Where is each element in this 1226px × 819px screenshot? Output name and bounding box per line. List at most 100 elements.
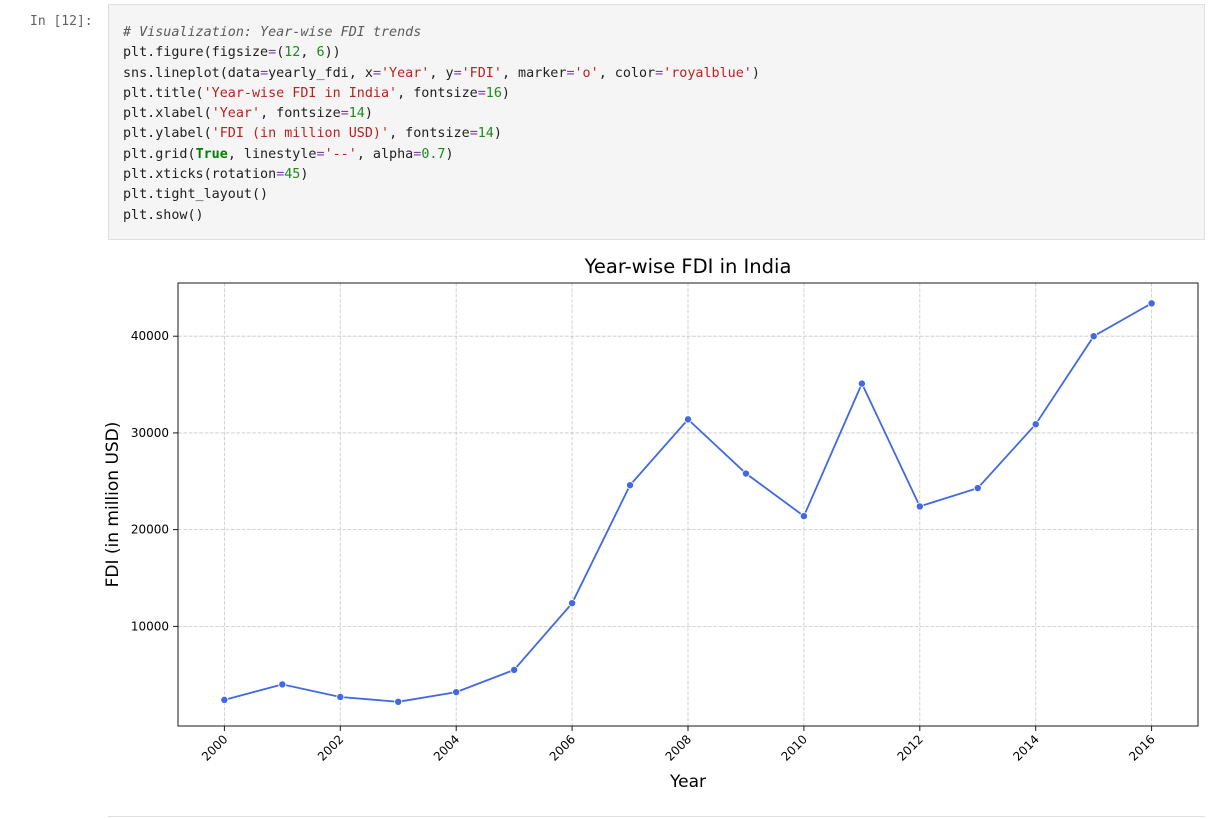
cell-output: 2000 2002 2004 2006 2008 2010 2012 2014 2016 1000… [0, 244, 1226, 819]
code-token: , linestyle [227, 146, 317, 162]
fdi-data-point [684, 415, 693, 424]
code-line: plt.grid(True, linestyle='--', alpha=0.7… [123, 147, 454, 162]
code-line: plt.tight_layout() [123, 187, 268, 202]
code-line: plt.xticks(rotation=45) [123, 167, 308, 182]
y-tick-label: 10000 [131, 619, 169, 633]
code-token: True [195, 146, 228, 162]
code-token: 'Year' [381, 65, 430, 81]
fdi-data-point [799, 512, 808, 521]
code-token: plt.figure(figsize [123, 45, 269, 61]
code-token: , fontsize [389, 126, 470, 142]
output-divider [108, 816, 1205, 817]
code-token: )) [324, 45, 341, 61]
code-line: sns.lineplot(data=yearly_fdi, x='Year', … [123, 66, 760, 81]
code-token: yearly_fdi, x [268, 65, 373, 81]
code-token: ) [493, 126, 502, 142]
x-tick-label: 2006 [547, 732, 578, 763]
code-token: = [340, 106, 349, 122]
code-token: sns.lineplot(data [123, 65, 261, 81]
x-tick-label: 2012 [894, 732, 925, 763]
cell-prompt: In [12]: [30, 14, 93, 29]
fdi-data-point [568, 599, 577, 608]
x-tick-label: 2000 [199, 732, 230, 763]
code-token: 'FDI (in million USD)' [211, 126, 390, 142]
code-token: , fontsize [260, 106, 341, 122]
code-token: = [276, 167, 285, 183]
code-token: 0.7 [421, 146, 446, 162]
code-token: = [268, 45, 277, 61]
code-line: # Visualization: Year-wise FDI trends [123, 25, 421, 40]
code-token: , color [598, 65, 656, 81]
code-token: 45 [284, 167, 301, 183]
code-token: 'royalblue' [663, 65, 752, 81]
code-token: 6 [316, 45, 325, 61]
code-token: plt.grid( [123, 146, 196, 162]
fdi-data-point [510, 665, 519, 674]
fdi-data-point [452, 688, 461, 697]
x-tick-label: 2010 [779, 732, 810, 763]
code-token: plt.xlabel( [123, 106, 212, 122]
code-token: plt.show() [123, 207, 204, 223]
code-token: , fontsize [397, 85, 478, 101]
code-token: plt.ylabel( [123, 126, 212, 142]
fdi-data-point [626, 481, 635, 490]
code-token: 16 [485, 85, 502, 101]
fdi-data-point [915, 502, 924, 511]
code-token: = [453, 65, 462, 81]
x-tick-label: 2004 [431, 732, 462, 763]
fdi-data-point [857, 379, 866, 388]
code-token: # Visualization: Year-wise FDI trends [123, 25, 422, 40]
x-axis-label: Year [669, 772, 706, 792]
code-token: 12 [284, 45, 301, 61]
code-line: plt.figure(figsize=(12, 6)) [123, 45, 341, 60]
code-line: plt.ylabel('FDI (in million USD)', fonts… [123, 126, 502, 141]
fdi-data-point [973, 484, 982, 493]
code-cell[interactable]: # Visualization: Year-wise FDI trends pl… [108, 4, 1205, 240]
code-token: , [300, 45, 317, 61]
y-tick-label: 20000 [131, 523, 169, 537]
code-token: , alpha [356, 146, 414, 162]
code-token: , y [429, 65, 454, 81]
code-token: plt.title( [123, 85, 204, 101]
code-token: ) [300, 167, 309, 183]
code-token: = [260, 65, 269, 81]
x-tick-label: 2016 [1126, 732, 1157, 763]
code-editor[interactable]: # Visualization: Year-wise FDI trends pl… [123, 23, 760, 226]
code-token: 'o' [574, 65, 599, 81]
code-token: = [477, 85, 486, 101]
code-token: = [372, 65, 381, 81]
y-axis-label: FDI (in million USD) [103, 422, 123, 588]
x-tick-label: 2008 [663, 732, 694, 763]
code-token: 'Year-wise FDI in India' [203, 85, 398, 101]
code-token: = [469, 126, 478, 142]
code-token: = [413, 146, 422, 162]
fdi-data-point [336, 692, 345, 701]
fdi-data-point [1147, 299, 1156, 308]
code-token: , marker [501, 65, 567, 81]
code-line: plt.xlabel('Year', fontsize=14) [123, 106, 373, 121]
code-token: 14 [477, 126, 494, 142]
code-token: plt.xticks(rotation [123, 167, 277, 183]
y-tick-label: 40000 [131, 329, 169, 343]
fdi-data-point [741, 469, 750, 478]
fdi-data-point [1031, 420, 1040, 429]
y-tick-label: 30000 [131, 426, 169, 440]
code-line: plt.show() [123, 208, 204, 223]
code-token: 'Year' [211, 106, 261, 122]
code-token: 'FDI' [461, 65, 502, 81]
code-token: = [566, 65, 575, 81]
fdi-data-point [1089, 332, 1098, 341]
code-token: ) [364, 106, 373, 122]
code-line: plt.title('Year-wise FDI in India', font… [123, 86, 510, 101]
code-token: ( [276, 45, 285, 61]
code-token: plt.tight_layout() [123, 187, 269, 203]
code-token: = [655, 65, 664, 81]
x-tick-label: 2014 [1010, 732, 1041, 763]
code-token: = [316, 146, 325, 162]
fdi-data-point [220, 695, 229, 704]
x-tick-label: 2002 [315, 732, 346, 763]
code-token: ) [751, 65, 760, 81]
fdi-data-point [278, 680, 287, 689]
chart-title: Year-wise FDI in India [584, 255, 792, 278]
code-token: ) [445, 146, 454, 162]
